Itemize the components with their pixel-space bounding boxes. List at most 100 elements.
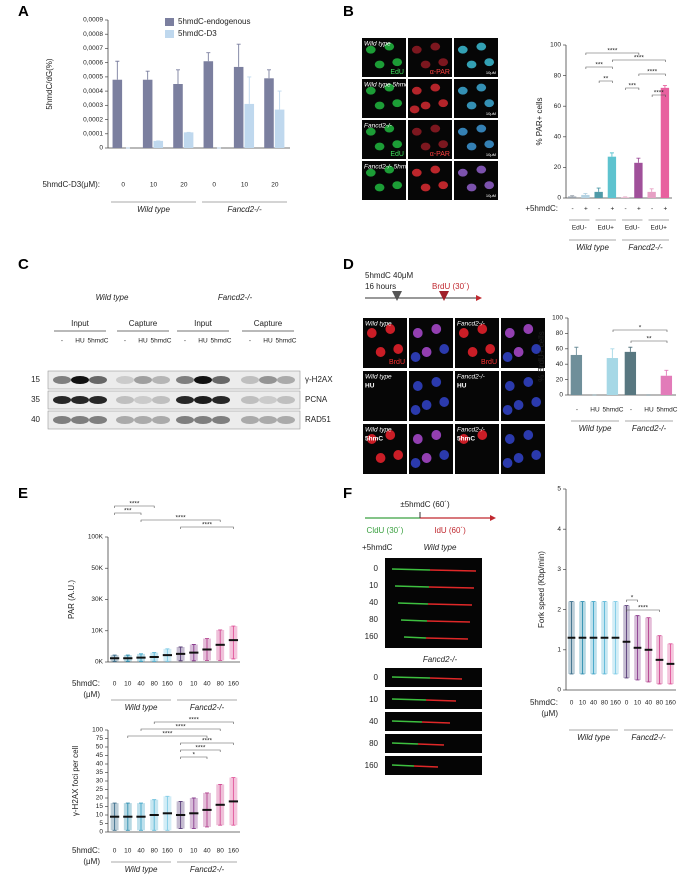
blot-band: [241, 416, 259, 424]
size-marker: 15: [31, 375, 40, 384]
marker: [392, 291, 402, 301]
blot-band: [176, 396, 194, 404]
group-label: Wild type: [125, 865, 158, 874]
group-label: Fancd2-/-: [218, 293, 253, 302]
x-tick-label: 160: [610, 700, 621, 707]
x-tick-label: -: [625, 206, 627, 213]
x-tick-label: -: [651, 206, 653, 213]
x-tick-label: 160: [162, 681, 173, 688]
legend-swatch: [165, 30, 174, 38]
fiber-idu: [425, 699, 457, 702]
fiber-panel: [385, 712, 482, 731]
micrograph: [362, 161, 406, 200]
y-tick-label: 20: [96, 795, 104, 802]
nucleus: [374, 101, 385, 110]
fiber-idu: [427, 603, 473, 606]
row-label: 0: [374, 564, 379, 573]
blot-band: [259, 376, 277, 384]
significance-label: ***: [595, 62, 603, 69]
nucleus: [438, 99, 449, 108]
x-tick-label: HU: [644, 407, 654, 414]
x-tick-label: 5hmdC: [657, 407, 678, 414]
channel-label: α-PAR: [430, 151, 450, 158]
blot-band: [134, 396, 152, 404]
blot-strip: [47, 370, 301, 390]
y-tick-label: 80: [554, 72, 562, 79]
significance-bracket: [612, 59, 666, 62]
panel-letter: F: [343, 485, 352, 502]
significance-bracket: [140, 519, 221, 522]
nucleus: [384, 42, 395, 51]
fiber-cldu: [391, 676, 431, 679]
bar: [581, 194, 590, 198]
nucleus: [484, 181, 495, 190]
x-tick-label: 160: [228, 681, 239, 688]
error-bar: [266, 69, 271, 79]
x-tick-label: +: [610, 206, 614, 213]
lane-label: HU: [138, 338, 148, 345]
x-tick-label: -: [572, 206, 574, 213]
x-tick-label: 0: [113, 848, 117, 855]
error-bar: [609, 152, 614, 157]
nucleus: [365, 168, 376, 177]
group-label: Fancd2-/-: [190, 865, 225, 874]
significance-label: ****: [607, 48, 618, 55]
nucleus: [502, 458, 513, 468]
blot-band: [116, 376, 134, 384]
blot-band: [194, 416, 212, 424]
nucleus: [412, 434, 423, 444]
blot-band: [89, 376, 107, 384]
nucleus: [410, 352, 421, 362]
significance-bracket: [585, 66, 613, 69]
x-tick-label: 40: [590, 700, 598, 707]
image-row-label: Wild type 5hmdC: [364, 82, 414, 89]
fiber-cldu: [391, 698, 427, 701]
nucleus: [411, 86, 422, 95]
fiber-cldu: [391, 568, 431, 571]
fiber-cldu: [391, 720, 423, 723]
significance-bracket: [180, 756, 208, 759]
micrograph: [363, 371, 407, 421]
nucleus: [504, 328, 515, 338]
blot-band: [89, 396, 107, 404]
micrograph: [454, 161, 498, 200]
x-tick-label: 40: [137, 681, 145, 688]
significance-label: *: [639, 325, 642, 332]
nucleus: [365, 86, 376, 95]
nucleus: [439, 450, 450, 460]
blot-band: [53, 376, 71, 384]
y-tick-label: 45: [96, 752, 104, 759]
fiber-cldu: [397, 602, 429, 605]
blot-band: [71, 376, 89, 384]
nucleus: [467, 347, 478, 357]
nucleus: [484, 140, 495, 149]
bar: [647, 191, 656, 198]
nucleus: [366, 328, 377, 338]
x-tick-label: 10: [124, 848, 132, 855]
y-tick-label: 0,0007: [83, 45, 103, 52]
nucleus: [438, 140, 449, 149]
blot-band: [277, 416, 295, 424]
nucleus: [513, 400, 524, 410]
nucleus: [484, 99, 495, 108]
nucleus: [393, 450, 404, 460]
nucleus: [392, 181, 403, 190]
error-bar: [649, 188, 654, 192]
significance-bracket: [651, 94, 666, 97]
nucleus: [410, 405, 421, 415]
y-tick-label: 5: [99, 820, 103, 827]
nucleus: [431, 324, 442, 334]
significance-label: ****: [647, 69, 658, 76]
blot-band: [71, 396, 89, 404]
significance-label: *: [193, 752, 196, 759]
timeline-label: 5hmdC 40μM: [365, 271, 414, 280]
blot-band: [152, 376, 170, 384]
nucleus: [409, 105, 420, 114]
nucleus: [523, 430, 534, 440]
blot-band: [259, 396, 277, 404]
nucleus: [458, 434, 469, 444]
x-tick-label: 80: [151, 848, 159, 855]
error-bar: [236, 43, 241, 67]
fiber-idu: [417, 743, 445, 746]
nucleus: [438, 58, 449, 67]
